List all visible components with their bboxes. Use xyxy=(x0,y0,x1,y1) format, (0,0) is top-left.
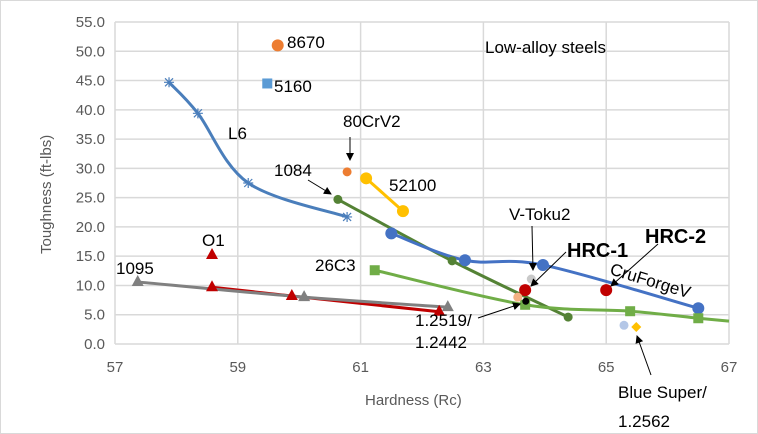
label-v-toku2: V-Toku2 xyxy=(509,205,570,224)
data-point-cruforgev xyxy=(536,258,549,271)
data-point-cruforgev xyxy=(385,227,398,240)
data-point-1095 xyxy=(441,300,454,312)
label-hrc-2: HRC-2 xyxy=(645,226,706,248)
x-tick-label: 65 xyxy=(598,359,615,376)
label-blue-super: Blue Super/ xyxy=(618,383,707,402)
annotation-arrows xyxy=(307,137,659,376)
label-52100: 52100 xyxy=(389,176,436,195)
y-tick-label: 5.0 xyxy=(84,307,105,324)
x-tick-label: 67 xyxy=(721,359,738,376)
x-tick-label: 63 xyxy=(475,359,492,376)
data-point-1084 xyxy=(563,312,573,322)
y-tick-label: 45.0 xyxy=(76,73,105,90)
y-tick-label: 0.0 xyxy=(84,336,105,353)
x-tick-label: 59 xyxy=(229,359,246,376)
data-point-26c3 xyxy=(369,265,380,276)
data-point-1-2562 xyxy=(631,322,642,333)
series-line-l6 xyxy=(167,81,348,219)
y-tick-label: 10.0 xyxy=(76,277,105,294)
data-point-26c3 xyxy=(520,299,531,310)
label-1-2519: 1.2519/ xyxy=(415,311,472,330)
y-tick-label: 55.0 xyxy=(76,14,105,31)
data-point-l6 xyxy=(243,178,254,188)
label-o1: O1 xyxy=(202,231,225,250)
data-point-1084 xyxy=(447,256,457,266)
series-line-cruforgev xyxy=(390,231,699,310)
y-tick-label: 30.0 xyxy=(76,160,105,177)
label-1-2562: 1.2562 xyxy=(618,412,670,431)
data-point-26c3 xyxy=(625,306,636,317)
data-point-hrc-2 xyxy=(600,284,613,297)
y-tick-label: 50.0 xyxy=(76,43,105,60)
data-point-o1 xyxy=(433,304,446,316)
data-point-1095 xyxy=(131,274,144,286)
data-point-52100 xyxy=(396,205,409,218)
x-tick-label: 61 xyxy=(352,359,369,376)
label-80crv2: 80CrV2 xyxy=(343,112,401,131)
chart-title: Low-alloy steels xyxy=(485,38,606,57)
data-point-1095 xyxy=(298,290,311,302)
label-hrc-1: HRC-1 xyxy=(567,240,628,262)
data-point-52100 xyxy=(360,172,373,185)
data-point-1-2519 xyxy=(513,292,523,302)
data-point-blue-super xyxy=(619,320,629,330)
label-l6: L6 xyxy=(228,124,247,143)
data-point-cruforgev xyxy=(692,302,705,315)
label-1084: 1084 xyxy=(274,161,312,180)
data-point-8670 xyxy=(271,39,284,52)
x-tick-label: 57 xyxy=(107,359,124,376)
label-1-2442: 1.2442 xyxy=(415,333,467,352)
x-axis-title: Hardness (Rc) xyxy=(365,392,462,409)
data-point-80crv2 xyxy=(342,167,352,177)
y-tick-label: 20.0 xyxy=(76,219,105,236)
label-8670: 8670 xyxy=(287,33,325,52)
y-tick-label: 40.0 xyxy=(76,102,105,119)
y-axis-title: Toughness (ft-lbs) xyxy=(38,135,55,254)
label-cruforgev: CruForgeV xyxy=(608,260,694,303)
data-point-5160 xyxy=(262,78,273,89)
y-tick-label: 25.0 xyxy=(76,190,105,207)
data-point-1-2442 xyxy=(522,297,530,305)
data-point-hrc-1 xyxy=(519,284,532,297)
label-5160: 5160 xyxy=(274,77,312,96)
label-26c3: 26C3 xyxy=(315,256,356,275)
data-point-o1 xyxy=(206,280,219,292)
data-point-26c3 xyxy=(693,313,704,324)
label-1095: 1095 xyxy=(116,259,154,278)
y-tick-label: 35.0 xyxy=(76,131,105,148)
data-point-o1 xyxy=(285,288,298,300)
y-tick-label: 15.0 xyxy=(76,248,105,265)
data-point-l6 xyxy=(342,211,353,222)
data-point-l6 xyxy=(192,108,203,119)
data-point-l6 xyxy=(164,77,175,88)
data-point-1084 xyxy=(333,194,343,204)
data-point-cruforgev xyxy=(458,254,471,267)
data-point-o1-single xyxy=(206,248,219,260)
